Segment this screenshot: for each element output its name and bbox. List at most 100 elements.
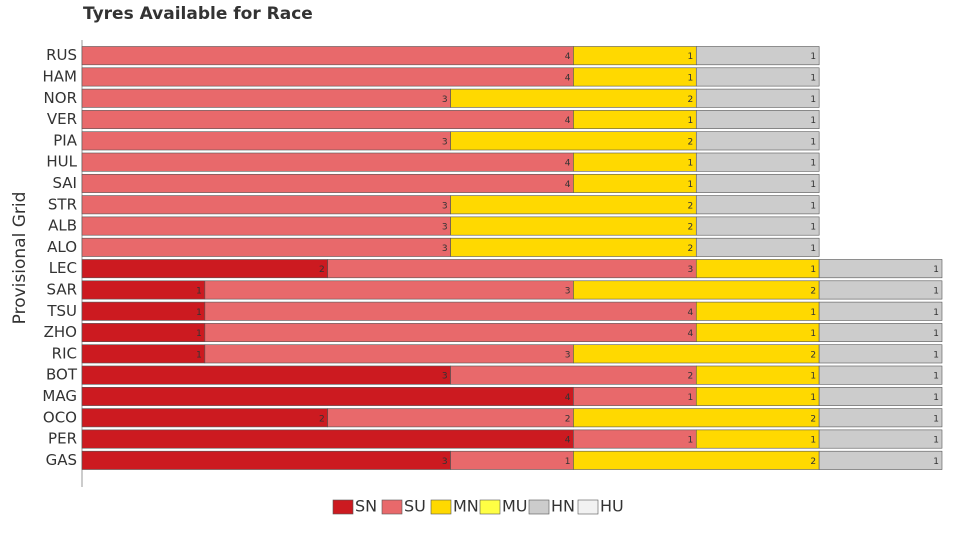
legend-swatch (332, 499, 354, 515)
bar-segment (81, 365, 451, 385)
bar-segment (573, 280, 820, 300)
bar-segment (695, 365, 820, 385)
bar-segment (81, 67, 574, 87)
legend-swatch (381, 499, 403, 515)
data-label: 1 (196, 286, 202, 296)
data-label: 4 (565, 393, 571, 403)
y-tick-label: PIA (53, 131, 77, 149)
data-label: 3 (442, 457, 448, 467)
data-label: 3 (442, 137, 448, 147)
bar-segment (695, 386, 820, 406)
legend-label: HU (600, 497, 624, 516)
data-label: 4 (565, 436, 571, 446)
bar-segment (818, 280, 943, 300)
data-label: 2 (319, 265, 325, 275)
bar-segment (695, 237, 820, 257)
data-label: 3 (442, 244, 448, 254)
bar-segment (81, 131, 451, 151)
data-label: 1 (565, 457, 571, 467)
data-label: 1 (810, 95, 816, 105)
data-label: 2 (688, 372, 694, 382)
bar-segment (204, 344, 574, 364)
data-label: 1 (810, 201, 816, 211)
data-label: 1 (688, 73, 694, 83)
bar-segment (81, 301, 206, 321)
bar-segment (818, 323, 943, 343)
bar-segment (695, 110, 820, 130)
data-label: 4 (565, 73, 571, 83)
data-label: 3 (442, 372, 448, 382)
bar-segment (81, 280, 206, 300)
data-label: 1 (196, 308, 202, 318)
data-label: 1 (688, 180, 694, 190)
bar-segment (573, 450, 820, 470)
bar-segment (818, 408, 943, 428)
data-label: 4 (565, 52, 571, 62)
bar-segment (818, 429, 943, 449)
bar-segment (573, 110, 697, 130)
bar-segment (573, 386, 697, 406)
bar-segment (695, 301, 820, 321)
bar-segment (204, 280, 574, 300)
data-label: 2 (688, 244, 694, 254)
bar-segment (204, 323, 697, 343)
bar-segment (573, 152, 697, 172)
data-label: 1 (810, 159, 816, 169)
data-label: 1 (810, 73, 816, 83)
legend-swatch (430, 499, 452, 515)
bar-segment (81, 450, 451, 470)
bar-segment (81, 88, 451, 108)
data-label: 1 (933, 308, 939, 318)
y-tick-label: OCO (43, 408, 77, 426)
data-label: 2 (688, 201, 694, 211)
data-label: 1 (933, 436, 939, 446)
bar-segment (818, 259, 943, 279)
y-tick-label: ZHO (44, 323, 77, 341)
data-label: 2 (810, 350, 816, 360)
data-label: 3 (565, 286, 571, 296)
y-tick-label: ALB (48, 217, 77, 235)
data-label: 1 (688, 159, 694, 169)
bar-segment (573, 67, 697, 87)
data-label: 1 (688, 116, 694, 126)
data-label: 1 (933, 265, 939, 275)
bar-segment (327, 259, 697, 279)
data-label: 2 (810, 457, 816, 467)
data-label: 1 (810, 244, 816, 254)
bar-segment (695, 173, 820, 193)
data-label: 1 (933, 286, 939, 296)
data-label: 4 (688, 308, 694, 318)
y-tick-label: HAM (43, 67, 77, 85)
data-label: 2 (810, 286, 816, 296)
y-tick-label: STR (48, 195, 77, 213)
data-label: 1 (933, 329, 939, 339)
y-tick-label: RIC (52, 344, 77, 362)
y-tick-label: GAS (46, 451, 77, 469)
y-tick-label: ALO (47, 238, 77, 256)
data-label: 1 (810, 329, 816, 339)
bar-segment (818, 450, 943, 470)
data-label: 1 (933, 393, 939, 403)
y-tick-label: MAG (42, 387, 77, 405)
y-tick-label: RUS (46, 46, 77, 64)
bar-segment (450, 237, 697, 257)
bar-segment (573, 429, 697, 449)
data-label: 1 (810, 137, 816, 147)
data-label: 2 (688, 137, 694, 147)
bar-segment (818, 301, 943, 321)
data-label: 1 (688, 52, 694, 62)
data-label: 4 (565, 180, 571, 190)
data-label: 2 (565, 414, 571, 424)
legend-label: MN (453, 497, 479, 516)
data-label: 4 (565, 116, 571, 126)
y-tick-label: VER (47, 110, 77, 128)
data-label: 2 (810, 414, 816, 424)
bar-segment (81, 344, 206, 364)
bar-segment (695, 259, 820, 279)
bar-segment (204, 301, 697, 321)
legend-label: SN (355, 497, 377, 516)
data-label: 3 (565, 350, 571, 360)
data-label: 3 (442, 95, 448, 105)
bar-segment (450, 450, 574, 470)
